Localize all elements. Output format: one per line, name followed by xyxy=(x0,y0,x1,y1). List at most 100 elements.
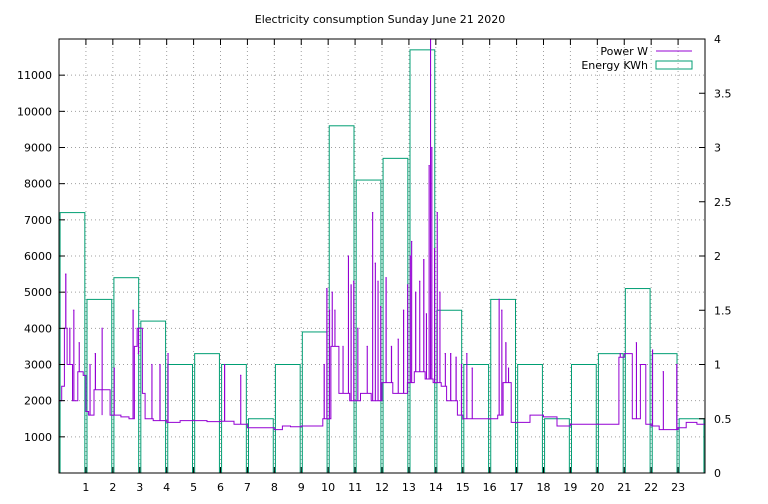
x-tick-label: 9 xyxy=(298,481,305,494)
energy-bar xyxy=(597,353,624,474)
power-peak xyxy=(328,309,331,311)
energy-bar xyxy=(436,309,463,474)
y-left-tick-label: 2000 xyxy=(24,395,52,408)
power-peak xyxy=(69,327,71,329)
power-peak xyxy=(436,212,438,214)
power-peak xyxy=(371,212,374,214)
y-axis-right: 0 0.5 1 1.5 2 2.5 3 3.5 4 xyxy=(699,33,732,480)
energy-bar xyxy=(651,353,678,474)
energy-bar xyxy=(624,288,651,474)
y-left-tick-label: 6000 xyxy=(24,250,52,263)
x-tick-label: 12 xyxy=(375,481,389,494)
x-tick-label: 8 xyxy=(271,481,278,494)
power-peak xyxy=(357,327,359,329)
energy-bar xyxy=(59,212,86,474)
power-peak xyxy=(471,367,473,369)
chart-title: Electricity consumption Sunday June 21 2… xyxy=(255,13,505,26)
power-peak xyxy=(159,363,161,366)
power-peak xyxy=(455,356,457,358)
power-peak xyxy=(65,273,67,275)
energy-bar xyxy=(194,353,220,474)
power-peak xyxy=(409,255,411,257)
y-left-tick-label: 8000 xyxy=(24,178,52,191)
power-peak xyxy=(113,367,115,369)
legend-label-power: Power W xyxy=(600,45,648,58)
x-tick-label: 21 xyxy=(617,481,631,494)
legend-label-energy: Energy KWh xyxy=(581,59,648,72)
power-peak xyxy=(676,363,678,366)
power-peak xyxy=(460,363,463,366)
x-tick-label: 20 xyxy=(590,481,604,494)
y-left-tick-label: 5000 xyxy=(24,286,52,299)
energy-bar xyxy=(355,179,382,474)
power-peak xyxy=(342,345,344,348)
power-peak xyxy=(498,298,500,300)
power-peak xyxy=(415,291,417,293)
x-axis: 1 2 3 4 5 6 7 8 9 10 11 12 13 14 15 16 17 18 19 20 21 22 23 xyxy=(82,39,685,494)
energy-bar xyxy=(678,418,705,474)
x-tick-label: 1 xyxy=(82,481,89,494)
energy-bar xyxy=(301,331,328,474)
energy-bar xyxy=(274,364,301,474)
power-peak xyxy=(397,338,399,340)
power-peak xyxy=(425,313,428,315)
power-peak xyxy=(223,363,226,366)
y-left-tick-label: 7000 xyxy=(24,214,52,227)
power-peak xyxy=(411,240,413,243)
x-tick-label: 2 xyxy=(109,481,116,494)
y-left-tick-label: 4000 xyxy=(24,322,52,335)
energy-bar xyxy=(544,418,570,474)
power-peak xyxy=(326,287,328,290)
y-right-tick-label: 3 xyxy=(714,142,721,155)
power-peak xyxy=(662,371,664,373)
x-tick-label: 22 xyxy=(644,481,658,494)
x-tick-label: 5 xyxy=(190,481,197,494)
y-left-tick-label: 11000 xyxy=(17,69,52,82)
power-peak xyxy=(444,353,446,355)
power-peak xyxy=(466,353,468,355)
power-peak xyxy=(78,342,80,344)
power-peak xyxy=(635,342,637,344)
y-left-tick-label: 1000 xyxy=(24,431,52,444)
power-peak xyxy=(151,363,153,366)
x-tick-label: 13 xyxy=(402,481,416,494)
power-peak xyxy=(89,363,91,366)
power-peak xyxy=(380,306,382,308)
y-left-tick-label: 9000 xyxy=(24,142,52,155)
x-tick-label: 19 xyxy=(563,481,577,494)
x-tick-label: 11 xyxy=(348,481,362,494)
x-tick-label: 18 xyxy=(537,481,551,494)
x-tick-label: 4 xyxy=(163,481,170,494)
y-axis-left: 1000 2000 3000 4000 5000 6000 7000 8000 9000 1000… xyxy=(17,69,65,444)
power-peak xyxy=(450,353,452,355)
x-tick-label: 15 xyxy=(456,481,470,494)
y-right-tick-label: 3.5 xyxy=(714,87,732,100)
y-right-tick-label: 0 xyxy=(714,467,721,480)
energy-bar xyxy=(570,364,597,474)
power-peak xyxy=(390,345,393,348)
y-left-tick-label: 10000 xyxy=(17,105,52,118)
energy-bar xyxy=(328,125,355,474)
power-peak xyxy=(433,248,436,250)
power-peak xyxy=(428,164,430,167)
legend-swatch-energy xyxy=(655,60,693,70)
power-peak xyxy=(385,277,387,279)
x-tick-label: 16 xyxy=(483,481,497,494)
x-tick-label: 10 xyxy=(321,481,335,494)
energy-bar xyxy=(140,320,167,474)
energy-bar xyxy=(221,364,247,474)
x-tick-label: 6 xyxy=(217,481,224,494)
legend: Power W Energy KWh xyxy=(581,45,693,72)
energy-bar xyxy=(247,418,274,474)
power-peak xyxy=(501,309,503,311)
y-left-tick-label: 3000 xyxy=(24,359,52,372)
grid-lines xyxy=(59,39,705,473)
y-right-tick-label: 4 xyxy=(714,33,721,46)
power-line xyxy=(59,38,706,431)
y-right-tick-label: 0.5 xyxy=(714,413,732,426)
power-peak xyxy=(419,280,421,282)
power-peak xyxy=(132,309,134,311)
energy-bar xyxy=(113,277,140,474)
